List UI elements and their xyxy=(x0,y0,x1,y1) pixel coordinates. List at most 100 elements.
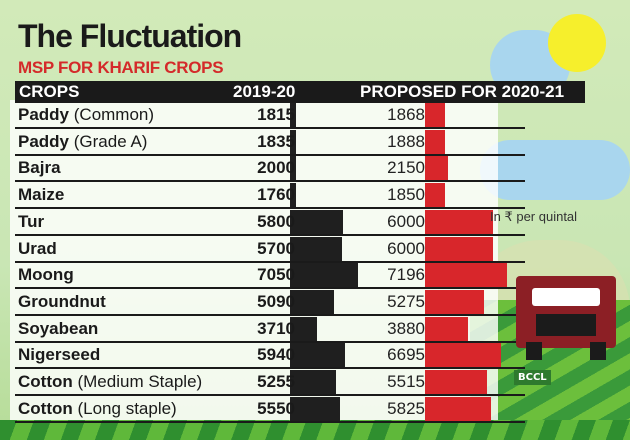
crop-label: Groundnut xyxy=(18,291,106,311)
table-row: Cotton (Long staple) 5550 5825 xyxy=(15,396,525,423)
crop-name: Soyabean xyxy=(18,319,98,339)
table-row: Bajra 2000 2150 xyxy=(15,156,525,183)
bar-2020-21 xyxy=(425,396,491,421)
crop-label: Moong xyxy=(18,265,74,285)
truck-grill xyxy=(536,314,596,336)
header-crops: CROPS xyxy=(19,82,80,101)
crop-name: Paddy (Common) xyxy=(18,105,154,125)
bar-2020-21 xyxy=(425,156,449,181)
row-divider xyxy=(15,313,525,316)
bar-2019-20 xyxy=(290,183,296,208)
cloud-icon xyxy=(480,140,630,200)
crop-label: Nigerseed xyxy=(18,345,101,365)
row-divider xyxy=(15,180,525,183)
bar-2019-20 xyxy=(290,289,335,314)
row-divider xyxy=(15,394,525,396)
table-row: Moong 7050 7196 xyxy=(15,263,525,290)
unit-note: In ₹ per quintal xyxy=(490,209,578,224)
crop-qualifier: (Grade A) xyxy=(69,131,148,151)
value-2020-21: 1850 xyxy=(387,185,425,205)
crop-qualifier: (Long staple) xyxy=(72,398,177,418)
value-2019-20: 3710 xyxy=(257,318,295,338)
value-2019-20: 7050 xyxy=(257,265,295,285)
value-2020-21: 1888 xyxy=(387,131,425,151)
table-row: Paddy (Grade A) 1835 1888 xyxy=(15,129,525,156)
crop-label: Cotton xyxy=(18,398,73,418)
value-2019-20: 2000 xyxy=(257,158,295,178)
table-row: Tur 5800 6000 xyxy=(15,209,525,236)
truck-window xyxy=(532,288,600,306)
value-2020-21: 3880 xyxy=(387,318,425,338)
header-2020-21: PROPOSED FOR 2020-21 xyxy=(360,82,565,101)
value-2019-20: 1835 xyxy=(257,131,295,151)
row-divider xyxy=(15,260,525,263)
value-2019-20: 5940 xyxy=(257,345,295,365)
bar-2020-21 xyxy=(425,343,501,368)
bar-2020-21 xyxy=(425,370,488,394)
table-row: Paddy (Common) 1815 1868 xyxy=(15,103,525,129)
table-row: Groundnut 5090 5275 xyxy=(15,289,525,316)
bar-2020-21 xyxy=(425,103,446,127)
crop-name: Nigerseed xyxy=(18,345,100,365)
value-2020-21: 7196 xyxy=(387,265,425,285)
crop-name: Urad xyxy=(18,239,57,259)
value-2020-21: 1868 xyxy=(387,105,425,124)
row-divider xyxy=(15,420,525,423)
bar-2019-20 xyxy=(290,103,296,127)
value-2020-21: 2150 xyxy=(387,158,425,178)
bar-2019-20 xyxy=(290,343,345,368)
value-2020-21: 5515 xyxy=(387,372,425,391)
bar-2019-20 xyxy=(290,236,342,261)
table-panel xyxy=(10,100,498,420)
bar-2020-21 xyxy=(425,236,493,261)
value-2019-20: 5800 xyxy=(257,211,295,231)
value-2019-20: 5090 xyxy=(257,291,295,311)
table-row: Cotton (Medium Staple) 5255 5515 xyxy=(15,370,525,396)
bar-2019-20 xyxy=(290,156,297,181)
crop-label: Urad xyxy=(18,238,57,258)
crop-label: Paddy xyxy=(18,105,70,124)
crop-label: Tur xyxy=(18,211,45,231)
truck-illustration xyxy=(516,276,616,360)
crop-name: Paddy (Grade A) xyxy=(18,132,147,152)
crop-name: Bajra xyxy=(18,158,61,178)
row-divider xyxy=(15,367,525,370)
crop-name: Cotton (Long staple) xyxy=(18,399,177,419)
value-2020-21: 6695 xyxy=(387,345,425,365)
value-2020-21: 5825 xyxy=(387,398,425,418)
value-2020-21: 6000 xyxy=(387,211,425,231)
truck-wheel xyxy=(590,342,606,360)
watermark-label: BCCL xyxy=(514,370,551,385)
bar-2020-21 xyxy=(425,263,507,288)
crop-label: Paddy xyxy=(18,131,70,151)
crop-label: Bajra xyxy=(18,158,61,178)
crop-name: Maize xyxy=(18,185,64,205)
row-divider xyxy=(15,127,525,129)
crop-name: Moong xyxy=(18,265,74,285)
value-2019-20: 5550 xyxy=(257,398,295,418)
bar-2020-21 xyxy=(425,289,485,314)
crop-name: Cotton (Medium Staple) xyxy=(18,372,202,392)
value-2020-21: 5275 xyxy=(387,291,425,311)
row-divider xyxy=(15,207,525,210)
row-divider xyxy=(15,153,525,156)
bar-2020-21 xyxy=(425,129,446,154)
table-row: Nigerseed 5940 6695 xyxy=(15,343,525,370)
value-2019-20: 5255 xyxy=(257,372,295,391)
truck-wheel xyxy=(526,342,542,360)
value-2019-20: 5700 xyxy=(257,238,295,258)
sun-icon xyxy=(548,14,606,72)
table-row: Urad 5700 6000 xyxy=(15,236,525,263)
bar-2019-20 xyxy=(290,263,359,288)
table-row: Soyabean 3710 3880 xyxy=(15,316,525,343)
value-2020-21: 6000 xyxy=(387,238,425,258)
bar-2020-21 xyxy=(425,316,469,341)
row-divider xyxy=(15,233,525,236)
chart-subtitle: MSP FOR KHARIF CROPS xyxy=(18,58,224,77)
bar-2019-20 xyxy=(290,129,296,154)
header-2019-20: 2019-20 xyxy=(233,82,296,101)
row-divider xyxy=(15,287,525,290)
row-divider xyxy=(15,340,525,343)
value-2019-20: 1760 xyxy=(257,185,295,205)
table-header: CROPS 2019-20 PROPOSED FOR 2020-21 xyxy=(15,81,585,103)
